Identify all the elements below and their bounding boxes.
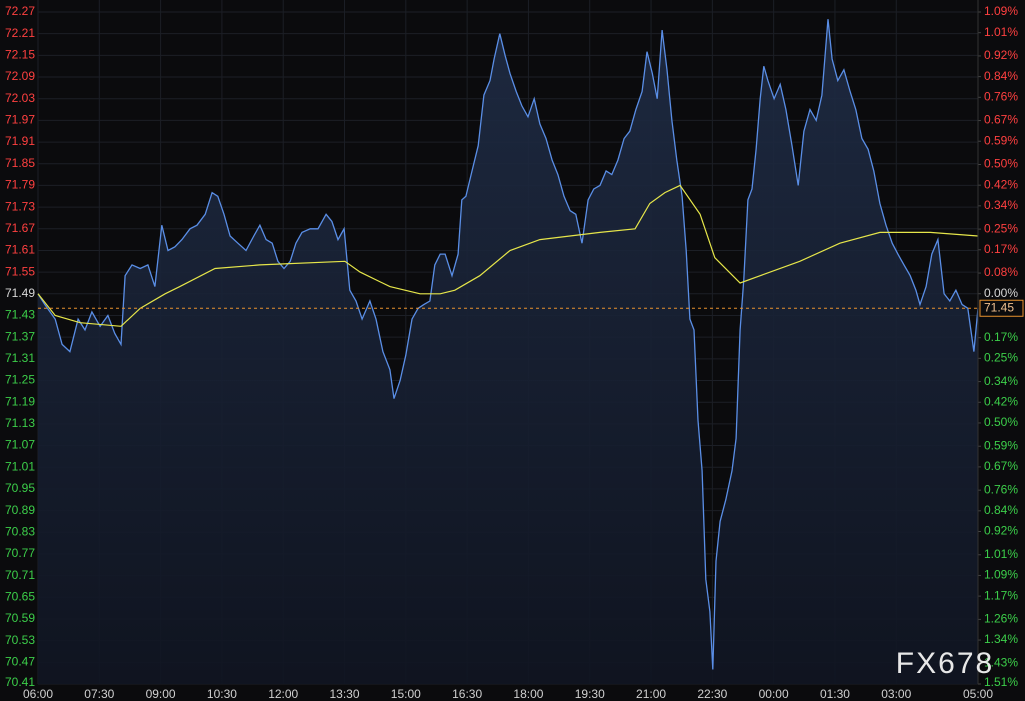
x-tick-label: 19:30 [575, 687, 605, 701]
y-tick-label: 71.97 [5, 113, 35, 127]
y2-tick-label: 0.34% [984, 198, 1018, 212]
y2-tick-label: 0.17% [984, 330, 1018, 344]
y-tick-label: 70.65 [5, 589, 35, 603]
y2-tick-label: 0.25% [984, 351, 1018, 365]
y-tick-label: 70.77 [5, 546, 35, 560]
y2-tick-label: 0.08% [984, 265, 1018, 279]
y-tick-label: 71.07 [5, 438, 35, 452]
y-tick-label: 70.41 [5, 675, 35, 689]
y-tick-label: 71.55 [5, 264, 35, 278]
y-tick-label: 70.95 [5, 481, 35, 495]
last-price-label: 71.45 [984, 300, 1014, 314]
y2-tick-label: 0.50% [984, 415, 1018, 429]
x-tick-label: 15:00 [391, 687, 421, 701]
y-tick-label: 71.85 [5, 156, 35, 170]
line [37, 184, 979, 327]
y2-tick-label: 0.76% [984, 89, 1018, 103]
y2-tick-label: 1.01% [984, 547, 1018, 561]
y2-tick-label: 0.42% [984, 177, 1018, 191]
y-tick-label: 70.71 [5, 568, 35, 582]
y2-tick-label: 1.43% [984, 655, 1018, 669]
x-tick-label: 00:00 [759, 687, 789, 701]
y-tick-label: 70.47 [5, 654, 35, 668]
y-tick-label: 72.27 [5, 4, 35, 18]
x-tick-label: 10:30 [207, 687, 237, 701]
y-tick-label: 70.83 [5, 524, 35, 538]
x-tick-label: 22:30 [697, 687, 727, 701]
y-tick-label: 71.13 [5, 416, 35, 430]
y2-tick-label: 0.34% [984, 374, 1018, 388]
y2-tick-label: 0.84% [984, 503, 1018, 517]
x-tick-label: 18:00 [513, 687, 543, 701]
y-tick-label: 71.61 [5, 243, 35, 257]
y-tick-label: 72.21 [5, 26, 35, 40]
y2-tick-label: 0.92% [984, 524, 1018, 538]
y2-tick-label: 0.92% [984, 48, 1018, 62]
y-tick-label: 71.91 [5, 134, 35, 148]
y-tick-label: 71.19 [5, 394, 35, 408]
y-tick-label: 71.37 [5, 329, 35, 343]
y2-tick-label: 1.51% [984, 675, 1018, 689]
y-tick-label: 71.73 [5, 199, 35, 213]
y-tick-label: 72.15 [5, 48, 35, 62]
x-tick-label: 05:00 [963, 687, 993, 701]
x-tick-label: 12:00 [268, 687, 298, 701]
y2-tick-label: 1.01% [984, 25, 1018, 39]
y-tick-label: 70.59 [5, 611, 35, 625]
y-tick-label: 70.53 [5, 633, 35, 647]
x-tick-label: 16:30 [452, 687, 482, 701]
y2-tick-label: 0.84% [984, 69, 1018, 83]
x-tick-label: 06:00 [23, 687, 53, 701]
plot [37, 19, 979, 684]
y2-tick-label: 0.59% [984, 133, 1018, 147]
y-tick-label: 71.67 [5, 221, 35, 235]
line [37, 19, 979, 670]
y2-tick-label: 0.67% [984, 459, 1018, 473]
y-tick-label: 71.79 [5, 178, 35, 192]
x-tick-label: 07:30 [84, 687, 114, 701]
y2-tick-label: 0.50% [984, 157, 1018, 171]
y-tick-label: 70.89 [5, 503, 35, 517]
x-tick-label: 01:30 [820, 687, 850, 701]
y2-tick-label: 1.17% [984, 588, 1018, 602]
x-tick-label: 21:00 [636, 687, 666, 701]
y2-tick-label: 0.00% [984, 286, 1018, 300]
y-tick-label: 71.43 [5, 308, 35, 322]
watermark: FX678 [896, 647, 994, 680]
last-price-box [979, 299, 1024, 317]
x-tick-label: 03:00 [881, 687, 911, 701]
area [38, 19, 978, 684]
y-tick-label: 71.49 [5, 286, 35, 300]
y-tick-label: 71.01 [5, 459, 35, 473]
y2-tick-label: 1.34% [984, 632, 1018, 646]
y-tick-label: 72.09 [5, 69, 35, 83]
y-tick-label: 71.31 [5, 351, 35, 365]
y2-tick-label: 1.09% [984, 568, 1018, 582]
y-tick-label: 71.25 [5, 373, 35, 387]
y2-tick-label: 0.42% [984, 394, 1018, 408]
y2-tick-label: 0.25% [984, 221, 1018, 235]
axes: 72.27 72.21 72.15 72.09 72.03 71.97 71.91 71.85… [5, 0, 1024, 701]
y2-tick-label: 1.09% [984, 4, 1018, 18]
y-tick-label: 72.03 [5, 91, 35, 105]
x-tick-label: 13:30 [330, 687, 360, 701]
y2-tick-label: 0.17% [984, 242, 1018, 256]
y2-tick-label: 0.59% [984, 438, 1018, 452]
y2-tick-label: 0.76% [984, 482, 1018, 496]
y2-tick-label: 0.67% [984, 113, 1018, 127]
x-tick-label: 09:00 [146, 687, 176, 701]
y2-tick-label: 1.26% [984, 612, 1018, 626]
